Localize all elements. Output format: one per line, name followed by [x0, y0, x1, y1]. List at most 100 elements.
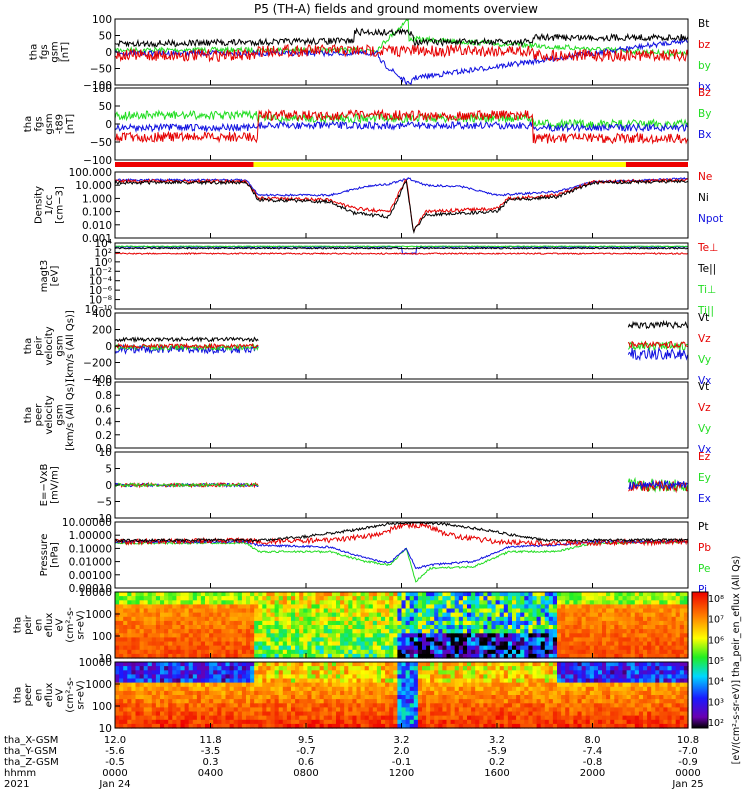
mode-status-bar: [115, 162, 688, 167]
status-bar-red-right: [625, 162, 688, 167]
ylabel-line: E=−VxB: [39, 464, 50, 507]
xaxis-value: 9.5: [298, 735, 314, 746]
ylabel-line: (cm²-s-: [65, 677, 76, 713]
colorbar-tick: 10⁷: [708, 615, 724, 626]
ytick-label: 10⁻⁸: [89, 295, 112, 307]
ytick-label: 0: [105, 47, 112, 59]
legend-ti⊥: Ti⊥: [697, 284, 716, 296]
ylabel-line: [nPa]: [49, 542, 60, 568]
panel-peer_vel: 1.00.80.6 0.40.20.0 tha peer velocity gsm [km/…: [23, 377, 711, 456]
ylabel-line: peer: [34, 403, 45, 427]
xaxis-value: 1200: [389, 768, 414, 779]
status-bar-red-left: [115, 162, 254, 167]
status-bar-yellow: [253, 162, 626, 167]
ytick-label: 50: [99, 101, 112, 113]
xaxis-value: 3.2: [489, 735, 505, 746]
xaxis-value: 11.8: [199, 735, 221, 746]
legend-pe: Pe: [698, 563, 710, 575]
panel-peer_en-ylabel: tha peer en eflux eV (cm²-s-sr-eV): [13, 677, 87, 713]
ytick-label: 10000: [79, 587, 112, 599]
ylabel-line: [km/s (All Qs)]: [65, 310, 76, 382]
ylabel-line: gsm: [55, 404, 66, 425]
panel-peer_vel-ylabel: tha peer velocity gsm [km/s (All Qs)]: [23, 379, 76, 451]
legend-bz: Bz: [698, 87, 711, 99]
xaxis-row-label: 2021: [4, 779, 29, 790]
ytick-label: 0.4: [95, 417, 112, 429]
ylabel-line: [km/s (All Qs)]: [65, 379, 76, 451]
xaxis-value: 0.3: [203, 757, 219, 768]
ytick-label: 100: [92, 83, 112, 95]
series-ni: [114, 179, 689, 234]
legend-te||: Te||: [697, 263, 716, 275]
colorbar-tick: 10⁴: [708, 677, 724, 688]
xaxis-value: 1600: [484, 768, 509, 779]
panel-fgs-ylabel: tha fgs gsm [nT]: [28, 41, 71, 62]
xaxis-value: 12.0: [104, 735, 126, 746]
xaxis-value: 0000: [675, 768, 700, 779]
series-vz-a: [114, 342, 259, 350]
ytick-label: 10⁻²: [89, 266, 112, 278]
panel-pressure-ylabel: Pressure [nPa]: [39, 534, 61, 577]
panel-fgs: 100 50 0 −50 −100 tha fgs gsm [nT] Bt bz by bx: [28, 14, 711, 93]
ylabel-line: fgs: [39, 44, 50, 59]
ytick-label: 10.00000: [62, 517, 112, 529]
legend-bt: Bt: [698, 18, 709, 30]
ylabel-line: [mV/m]: [49, 466, 60, 504]
ytick-label: 1000: [85, 609, 112, 621]
spectrogram-colorbar: 10⁸ 10⁷ 10⁶ 10⁵ 10⁴ 10³ 10² [eV/(cm²-s-sr-eV)] …: [691, 556, 742, 765]
ytick-label: 10⁻⁴: [89, 276, 112, 288]
ylabel-line: 1/cc: [44, 195, 55, 216]
legend-ne: Ne: [698, 171, 712, 183]
xaxis-value: 2.0: [394, 746, 410, 757]
xaxis-value: 0.6: [298, 757, 314, 768]
ytick-label: 0.0: [95, 443, 112, 455]
ytick-label: 0.010: [82, 220, 112, 232]
series-bz: [114, 43, 689, 63]
ytick-label: 400: [92, 308, 112, 320]
colorbar-label-group: [eV/(cm²-s-sr-eV)] tha_peir_en_eflux (Al…: [731, 556, 742, 765]
legend-by: By: [698, 108, 711, 120]
legend-by: by: [698, 60, 711, 72]
panel-efield: 10 5 0 −5 −10 E=−VxB [mV/m] Ez Ey Ex: [39, 447, 711, 525]
xaxis-value: 2000: [580, 768, 605, 779]
legend-pi: Pi: [698, 584, 707, 596]
legend-ez: Ez: [698, 451, 711, 463]
series-pb: [114, 520, 689, 547]
ylabel-line: peir: [23, 614, 34, 634]
ylabel-line: velocity: [44, 326, 55, 365]
ytick-label: 0.00010: [69, 583, 112, 595]
xaxis-value: -0.7: [296, 746, 316, 757]
series-bx: [114, 38, 689, 86]
legend-vy: Vy: [698, 354, 711, 366]
ytick-label: 10.000: [75, 180, 112, 192]
xaxis-value: 10.8: [677, 735, 699, 746]
ytick-label: 10²: [94, 247, 112, 259]
legend-vz: Vz: [698, 402, 711, 414]
legend-ti||: Ti||: [697, 305, 714, 317]
legend-pb: Pb: [698, 542, 711, 554]
panel-peir_en: 10000 1000 100 10 tha peir en eflux eV (cm²-s-sr-…: [13, 587, 689, 665]
panel-temp-data: [114, 245, 689, 256]
ytick-label: 5: [105, 464, 112, 476]
panel-pressure-data: [114, 520, 689, 583]
ytick-label: 10⁻¹⁰: [85, 304, 112, 316]
xaxis-value: -0.8: [583, 757, 603, 768]
ylabel-line: [nT]: [60, 42, 71, 62]
ytick-label: 0: [105, 341, 112, 353]
ylabel-line: eflux: [44, 683, 55, 708]
ylabel-line: peir: [34, 335, 45, 355]
xaxis-value: 0000: [102, 768, 127, 779]
ytick-label: 100: [92, 631, 112, 643]
xaxis-value: 8.0: [585, 735, 601, 746]
ylabel-line: gsm: [44, 113, 55, 134]
ytick-label: 50: [99, 31, 112, 43]
ytick-label: 1.0: [95, 377, 112, 389]
time-axis-labels: tha_X-GSMtha_Y-GSMtha_Z-GSMhhmm202112.0-…: [4, 735, 704, 790]
legend-vt: Vt: [698, 312, 709, 324]
figure-title: P5 (TH-A) fields and ground moments over…: [254, 2, 538, 16]
series-ey-a: [114, 482, 259, 488]
ytick-label: 1000: [85, 679, 112, 691]
ylabel-line: eV: [55, 618, 66, 631]
panel-efield-data: [114, 476, 688, 494]
